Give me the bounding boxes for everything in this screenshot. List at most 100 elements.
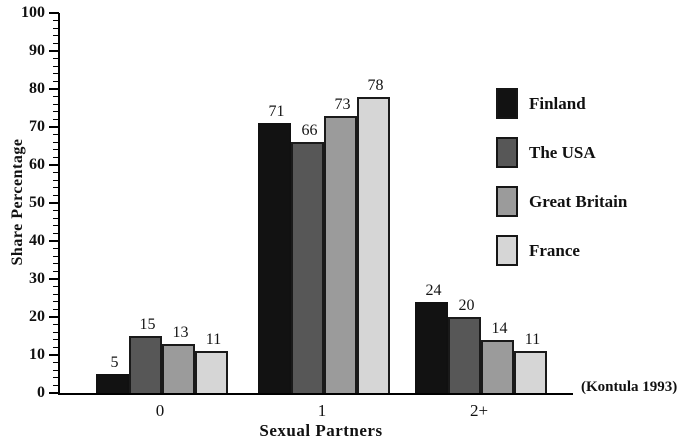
y-minor-tick <box>53 187 59 189</box>
bar-value-label: 14 <box>491 320 508 337</box>
y-tick-label: 30 <box>29 270 45 287</box>
bar-great-britain-0: 13 <box>162 324 195 393</box>
y-minor-tick <box>53 20 59 22</box>
y-tick-label: 50 <box>29 194 45 211</box>
legend-item-finland: Finland <box>496 88 627 119</box>
y-major-tick <box>49 240 59 242</box>
legend: Finland The USA Great Britain France <box>496 88 627 284</box>
bar-the-usa-1: 66 <box>291 122 324 393</box>
y-minor-tick <box>53 248 59 250</box>
y-minor-tick <box>53 141 59 143</box>
legend-item-the-usa: The USA <box>496 137 627 168</box>
y-minor-tick <box>53 384 59 386</box>
y-minor-tick <box>53 270 59 272</box>
y-minor-tick <box>53 96 59 98</box>
y-minor-tick <box>53 331 59 333</box>
y-minor-tick <box>53 225 59 227</box>
legend-swatch-great-britain <box>496 186 518 217</box>
y-minor-tick <box>53 179 59 181</box>
y-minor-tick <box>53 346 59 348</box>
bar-group-0: 5 15 13 11 <box>96 316 228 393</box>
y-minor-tick <box>53 255 59 257</box>
bar-value-label: 66 <box>301 122 318 139</box>
bar-the-usa-0: 15 <box>129 316 162 393</box>
legend-swatch-france <box>496 235 518 266</box>
bar-group-2: 24 20 14 11 <box>415 282 547 393</box>
y-major-tick <box>49 12 59 14</box>
bar-france-0: 11 <box>195 331 228 393</box>
y-minor-tick <box>53 65 59 67</box>
y-tick-label: 10 <box>29 346 45 363</box>
legend-label: Finland <box>529 93 586 113</box>
y-minor-tick <box>53 301 59 303</box>
y-major-tick <box>49 164 59 166</box>
plot-area: 5 15 13 11 71 66 73 78 24 20 14 11 <box>58 13 573 395</box>
legend-item-great-britain: Great Britain <box>496 186 627 217</box>
y-minor-tick <box>53 210 59 212</box>
bar-france-1: 78 <box>357 77 390 393</box>
y-major-tick <box>49 88 59 90</box>
bar-great-britain-1: 73 <box>324 96 357 393</box>
bar-value-label: 15 <box>139 316 156 333</box>
y-minor-tick <box>53 58 59 60</box>
y-minor-tick <box>53 134 59 136</box>
y-minor-tick <box>53 194 59 196</box>
bar-the-usa-2: 20 <box>448 297 481 393</box>
bar-value-label: 11 <box>524 331 541 348</box>
y-minor-tick <box>53 377 59 379</box>
y-tick-label: 100 <box>21 4 45 21</box>
bar-finland-2: 24 <box>415 282 448 393</box>
legend-label: The USA <box>529 142 596 162</box>
x-axis-title: Sexual Partners <box>259 421 383 440</box>
category-label-2: 2+ <box>469 401 489 420</box>
source-annotation: (Kontula 1993) <box>581 379 678 395</box>
y-minor-tick <box>53 308 59 310</box>
y-minor-tick <box>53 362 59 364</box>
y-minor-tick <box>53 80 59 82</box>
bar-value-label: 71 <box>268 103 285 120</box>
y-minor-tick <box>53 35 59 37</box>
y-tick-label: 0 <box>37 384 45 401</box>
bar-value-label: 73 <box>334 96 351 113</box>
y-tick-label: 60 <box>29 156 45 173</box>
y-minor-tick <box>53 156 59 158</box>
y-minor-tick <box>53 118 59 120</box>
legend-label: France <box>529 240 580 260</box>
y-minor-tick <box>53 172 59 174</box>
y-minor-tick <box>53 286 59 288</box>
bar-finland-1: 71 <box>258 103 291 393</box>
y-tick-label: 20 <box>29 308 45 325</box>
legend-swatch-finland <box>496 88 518 119</box>
category-label-1: 1 <box>317 401 327 420</box>
y-minor-tick <box>53 293 59 295</box>
y-major-tick <box>49 316 59 318</box>
legend-swatch-the-usa <box>496 137 518 168</box>
y-major-tick <box>49 354 59 356</box>
bar-france-2: 11 <box>514 331 547 393</box>
y-tick-label: 80 <box>29 80 45 97</box>
y-minor-tick <box>53 103 59 105</box>
y-major-tick <box>49 202 59 204</box>
bar-finland-0: 5 <box>96 354 129 393</box>
y-minor-tick <box>53 232 59 234</box>
y-major-tick <box>49 392 59 394</box>
y-minor-tick <box>53 149 59 151</box>
y-major-tick <box>49 50 59 52</box>
y-tick-label: 70 <box>29 118 45 135</box>
y-tick-label: 90 <box>29 42 45 59</box>
y-minor-tick <box>53 42 59 44</box>
bar-value-label: 13 <box>172 324 189 341</box>
y-major-tick <box>49 278 59 280</box>
bar-value-label: 24 <box>425 282 442 299</box>
y-minor-tick <box>53 111 59 113</box>
bar-value-label: 78 <box>367 77 384 94</box>
y-minor-tick <box>53 263 59 265</box>
y-minor-tick <box>53 339 59 341</box>
bar-great-britain-2: 14 <box>481 320 514 393</box>
y-minor-tick <box>53 73 59 75</box>
bar-value-label: 20 <box>458 297 475 314</box>
y-minor-tick <box>53 324 59 326</box>
legend-item-france: France <box>496 235 627 266</box>
category-label-0: 0 <box>155 401 165 420</box>
bar-group-1: 71 66 73 78 <box>258 77 390 393</box>
